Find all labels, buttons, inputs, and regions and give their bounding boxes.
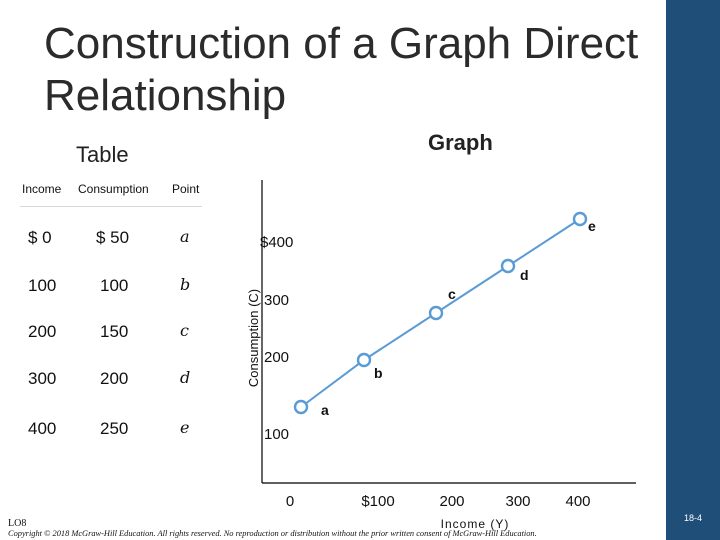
- x-tick-label: 400: [565, 493, 590, 510]
- sidebar-band: [666, 0, 720, 540]
- cell-income-1: 100: [28, 276, 57, 295]
- data-point-b: [356, 352, 372, 368]
- header-consumption: Consumption: [78, 182, 149, 196]
- cell-income-4: 400: [28, 419, 57, 438]
- header-income: Income: [22, 182, 62, 196]
- x-tick-label: 200: [439, 493, 464, 510]
- x-tick-label: 0: [286, 493, 294, 510]
- cell-point-4: e: [180, 418, 190, 437]
- data-point-d: [500, 258, 516, 274]
- point-label-d: d: [520, 267, 529, 283]
- x-tick-label: 300: [505, 493, 530, 510]
- point-label-a: a: [321, 402, 329, 418]
- data-point-a: [293, 399, 309, 415]
- learning-objective: LO8: [8, 518, 27, 529]
- y-axis-label: Consumption (C): [246, 289, 261, 387]
- copyright-notice: Copyright © 2018 McGraw-Hill Education. …: [8, 529, 537, 538]
- cell-consumption-3: 200: [100, 369, 129, 388]
- cell-income-0: $ 0: [28, 228, 52, 247]
- slide-title: Construction of a Graph Direct Relations…: [44, 19, 639, 120]
- x-tick-label: $100: [361, 493, 394, 510]
- y-tick-label: 300: [264, 292, 289, 309]
- x-axis-label: Income (Y): [441, 517, 510, 531]
- cell-consumption-4: 250: [100, 419, 129, 438]
- point-label-c: c: [448, 286, 456, 302]
- header-point: Point: [172, 182, 200, 196]
- graph-label: Graph: [428, 130, 493, 155]
- point-label-e: e: [588, 218, 596, 234]
- cell-point-1: b: [180, 275, 191, 294]
- table-label: Table: [76, 142, 129, 167]
- cell-income-3: 300: [28, 369, 57, 388]
- cell-point-0: a: [180, 227, 190, 246]
- cell-consumption-2: 150: [100, 322, 129, 341]
- sidebar-gap: [660, 0, 666, 540]
- cell-income-2: 200: [28, 322, 57, 341]
- y-tick-label: 200: [264, 349, 289, 366]
- cell-point-2: c: [180, 321, 189, 340]
- data-point-c: [428, 305, 444, 321]
- table-header-rule: [20, 206, 202, 207]
- cell-consumption-0: $ 50: [96, 228, 130, 247]
- slide-number: 18-4: [683, 513, 702, 523]
- y-tick-label: $400: [260, 234, 293, 251]
- cell-point-3: d: [180, 368, 191, 387]
- data-point-e: [572, 211, 588, 227]
- point-label-b: b: [374, 365, 383, 381]
- y-tick-label: 100: [264, 426, 289, 443]
- cell-consumption-1: 100: [100, 276, 129, 295]
